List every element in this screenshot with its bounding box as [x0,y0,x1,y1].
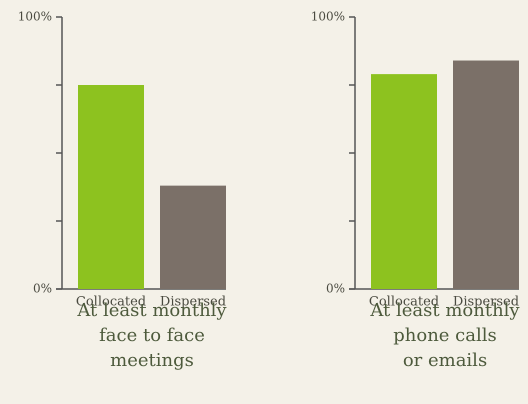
bar [371,74,437,290]
x-tick-label: Dispersed [160,295,226,310]
x-tick-label: Collocated [76,295,146,310]
bar [160,185,226,289]
chart-title: phone calls [393,325,496,346]
bar [453,60,519,289]
chart-title: At least monthly [76,300,227,321]
bar [78,85,144,289]
chart-title: At least monthly [369,300,520,321]
y-tick-label: 0% [326,282,345,296]
chart-title: face to face [99,325,205,346]
chart-title: or emails [403,350,487,371]
chart-title: meetings [110,350,194,371]
y-tick-label: 100% [311,10,345,24]
x-tick-label: Dispersed [453,295,519,310]
y-tick-label: 0% [33,282,52,296]
y-tick-label: 100% [18,10,52,24]
x-tick-label: Collocated [369,295,439,310]
